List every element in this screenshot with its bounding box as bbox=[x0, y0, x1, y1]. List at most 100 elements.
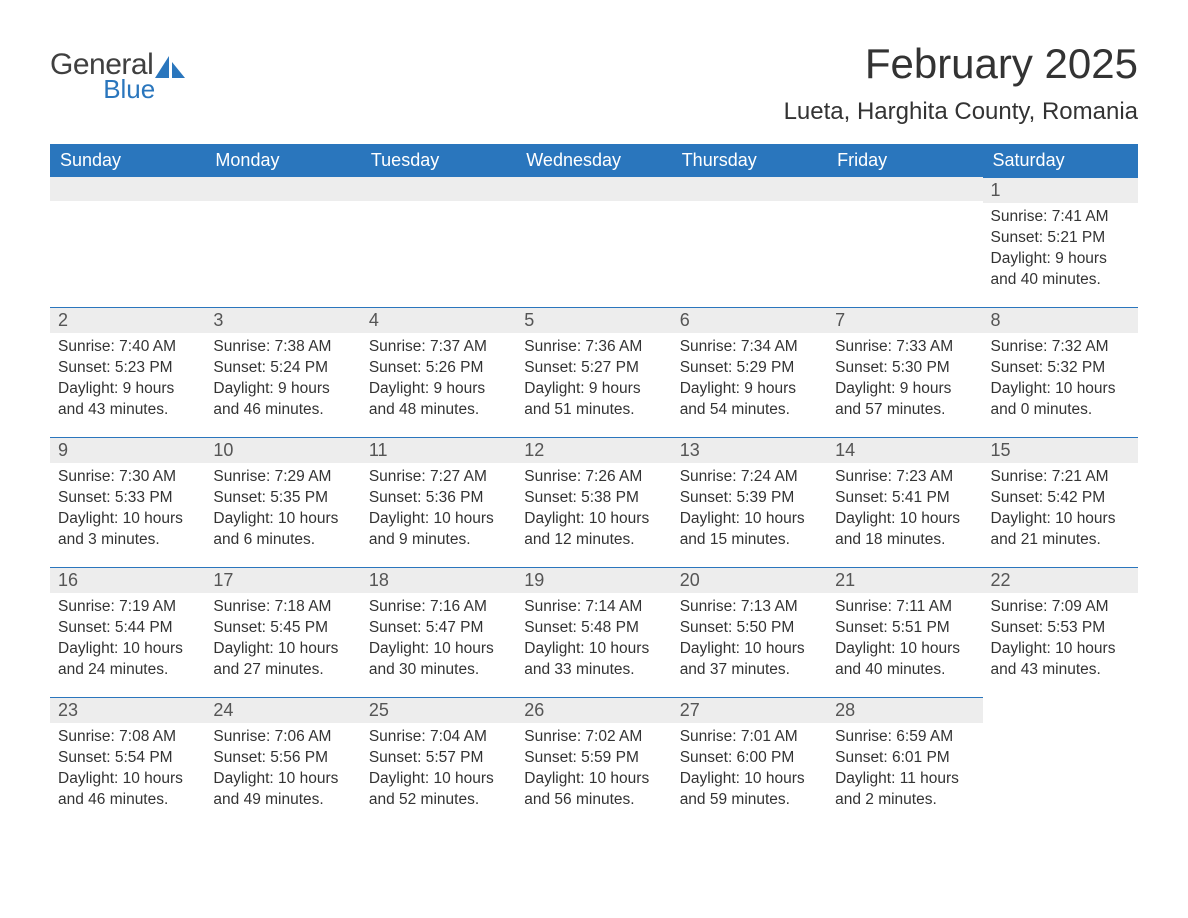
day-sunset: Sunset: 5:53 PM bbox=[991, 618, 1130, 638]
day-content: Sunrise: 7:23 AMSunset: 5:41 PMDaylight:… bbox=[827, 463, 982, 558]
calendar-day-cell: 1Sunrise: 7:41 AMSunset: 5:21 PMDaylight… bbox=[983, 177, 1138, 307]
day-daylight1: Daylight: 10 hours bbox=[991, 379, 1130, 399]
day-sunset: Sunset: 5:30 PM bbox=[835, 358, 974, 378]
calendar-day-cell: 21Sunrise: 7:11 AMSunset: 5:51 PMDayligh… bbox=[827, 567, 982, 697]
calendar-week-row: 23Sunrise: 7:08 AMSunset: 5:54 PMDayligh… bbox=[50, 697, 1138, 827]
day-sunset: Sunset: 5:24 PM bbox=[213, 358, 352, 378]
day-sunset: Sunset: 5:41 PM bbox=[835, 488, 974, 508]
calendar-week-row: 16Sunrise: 7:19 AMSunset: 5:44 PMDayligh… bbox=[50, 567, 1138, 697]
day-content: Sunrise: 7:29 AMSunset: 5:35 PMDaylight:… bbox=[205, 463, 360, 558]
calendar-day-cell: 18Sunrise: 7:16 AMSunset: 5:47 PMDayligh… bbox=[361, 567, 516, 697]
day-daylight1: Daylight: 10 hours bbox=[213, 769, 352, 789]
calendar-head: SundayMondayTuesdayWednesdayThursdayFrid… bbox=[50, 144, 1138, 177]
day-daylight2: and 12 minutes. bbox=[524, 530, 663, 550]
empty-day-bar bbox=[205, 177, 360, 201]
day-daylight1: Daylight: 9 hours bbox=[58, 379, 197, 399]
day-sunrise: Sunrise: 7:27 AM bbox=[369, 467, 508, 487]
day-sunrise: Sunrise: 7:06 AM bbox=[213, 727, 352, 747]
day-daylight2: and 3 minutes. bbox=[58, 530, 197, 550]
day-sunset: Sunset: 5:45 PM bbox=[213, 618, 352, 638]
day-number: 5 bbox=[516, 307, 671, 333]
day-sunrise: Sunrise: 7:01 AM bbox=[680, 727, 819, 747]
day-number: 27 bbox=[672, 697, 827, 723]
day-daylight1: Daylight: 11 hours bbox=[835, 769, 974, 789]
day-daylight1: Daylight: 9 hours bbox=[835, 379, 974, 399]
calendar-empty-cell bbox=[516, 177, 671, 307]
logo-sail-icon bbox=[155, 56, 187, 80]
day-sunrise: Sunrise: 7:23 AM bbox=[835, 467, 974, 487]
day-daylight1: Daylight: 9 hours bbox=[213, 379, 352, 399]
day-number: 14 bbox=[827, 437, 982, 463]
calendar-day-cell: 6Sunrise: 7:34 AMSunset: 5:29 PMDaylight… bbox=[672, 307, 827, 437]
day-number: 8 bbox=[983, 307, 1138, 333]
day-daylight2: and 40 minutes. bbox=[835, 660, 974, 680]
day-daylight1: Daylight: 10 hours bbox=[213, 639, 352, 659]
day-sunrise: Sunrise: 7:40 AM bbox=[58, 337, 197, 357]
day-sunrise: Sunrise: 7:02 AM bbox=[524, 727, 663, 747]
calendar-week-row: 9Sunrise: 7:30 AMSunset: 5:33 PMDaylight… bbox=[50, 437, 1138, 567]
day-content: Sunrise: 7:14 AMSunset: 5:48 PMDaylight:… bbox=[516, 593, 671, 688]
day-header: Thursday bbox=[672, 144, 827, 177]
day-daylight1: Daylight: 10 hours bbox=[680, 639, 819, 659]
day-daylight1: Daylight: 9 hours bbox=[991, 249, 1130, 269]
calendar-day-cell: 8Sunrise: 7:32 AMSunset: 5:32 PMDaylight… bbox=[983, 307, 1138, 437]
calendar-day-cell: 15Sunrise: 7:21 AMSunset: 5:42 PMDayligh… bbox=[983, 437, 1138, 567]
day-content: Sunrise: 7:08 AMSunset: 5:54 PMDaylight:… bbox=[50, 723, 205, 818]
day-number: 4 bbox=[361, 307, 516, 333]
day-sunrise: Sunrise: 7:11 AM bbox=[835, 597, 974, 617]
day-daylight1: Daylight: 9 hours bbox=[369, 379, 508, 399]
calendar-week-row: 1Sunrise: 7:41 AMSunset: 5:21 PMDaylight… bbox=[50, 177, 1138, 307]
day-daylight2: and 18 minutes. bbox=[835, 530, 974, 550]
day-content: Sunrise: 7:26 AMSunset: 5:38 PMDaylight:… bbox=[516, 463, 671, 558]
day-content: Sunrise: 7:33 AMSunset: 5:30 PMDaylight:… bbox=[827, 333, 982, 428]
day-content: Sunrise: 7:37 AMSunset: 5:26 PMDaylight:… bbox=[361, 333, 516, 428]
calendar-day-cell: 16Sunrise: 7:19 AMSunset: 5:44 PMDayligh… bbox=[50, 567, 205, 697]
title-block: February 2025 Lueta, Harghita County, Ro… bbox=[784, 40, 1138, 126]
day-daylight1: Daylight: 9 hours bbox=[524, 379, 663, 399]
day-header: Sunday bbox=[50, 144, 205, 177]
day-daylight1: Daylight: 10 hours bbox=[369, 509, 508, 529]
day-sunrise: Sunrise: 7:14 AM bbox=[524, 597, 663, 617]
day-sunset: Sunset: 5:23 PM bbox=[58, 358, 197, 378]
calendar-day-cell: 22Sunrise: 7:09 AMSunset: 5:53 PMDayligh… bbox=[983, 567, 1138, 697]
calendar-day-cell: 7Sunrise: 7:33 AMSunset: 5:30 PMDaylight… bbox=[827, 307, 982, 437]
day-daylight2: and 48 minutes. bbox=[369, 400, 508, 420]
day-daylight2: and 6 minutes. bbox=[213, 530, 352, 550]
calendar-empty-cell bbox=[50, 177, 205, 307]
day-sunrise: Sunrise: 7:08 AM bbox=[58, 727, 197, 747]
day-daylight1: Daylight: 10 hours bbox=[524, 769, 663, 789]
calendar-day-cell: 27Sunrise: 7:01 AMSunset: 6:00 PMDayligh… bbox=[672, 697, 827, 827]
calendar-day-cell: 11Sunrise: 7:27 AMSunset: 5:36 PMDayligh… bbox=[361, 437, 516, 567]
day-content: Sunrise: 7:16 AMSunset: 5:47 PMDaylight:… bbox=[361, 593, 516, 688]
day-number: 18 bbox=[361, 567, 516, 593]
day-sunrise: Sunrise: 7:37 AM bbox=[369, 337, 508, 357]
day-content: Sunrise: 7:32 AMSunset: 5:32 PMDaylight:… bbox=[983, 333, 1138, 428]
day-daylight2: and 15 minutes. bbox=[680, 530, 819, 550]
calendar-empty-cell bbox=[672, 177, 827, 307]
day-sunset: Sunset: 5:48 PM bbox=[524, 618, 663, 638]
day-daylight2: and 56 minutes. bbox=[524, 790, 663, 810]
day-number: 12 bbox=[516, 437, 671, 463]
day-daylight2: and 37 minutes. bbox=[680, 660, 819, 680]
calendar-day-cell: 13Sunrise: 7:24 AMSunset: 5:39 PMDayligh… bbox=[672, 437, 827, 567]
empty-day-bar bbox=[672, 177, 827, 201]
day-sunset: Sunset: 5:44 PM bbox=[58, 618, 197, 638]
day-sunrise: Sunrise: 7:32 AM bbox=[991, 337, 1130, 357]
day-sunrise: Sunrise: 7:16 AM bbox=[369, 597, 508, 617]
calendar-day-cell: 28Sunrise: 6:59 AMSunset: 6:01 PMDayligh… bbox=[827, 697, 982, 827]
day-daylight2: and 21 minutes. bbox=[991, 530, 1130, 550]
calendar-empty-cell bbox=[983, 697, 1138, 827]
day-sunset: Sunset: 5:42 PM bbox=[991, 488, 1130, 508]
day-daylight1: Daylight: 10 hours bbox=[991, 509, 1130, 529]
day-sunset: Sunset: 5:39 PM bbox=[680, 488, 819, 508]
day-number: 2 bbox=[50, 307, 205, 333]
day-number: 16 bbox=[50, 567, 205, 593]
day-sunset: Sunset: 5:50 PM bbox=[680, 618, 819, 638]
day-sunset: Sunset: 5:51 PM bbox=[835, 618, 974, 638]
day-sunrise: Sunrise: 6:59 AM bbox=[835, 727, 974, 747]
day-daylight2: and 43 minutes. bbox=[58, 400, 197, 420]
day-daylight2: and 59 minutes. bbox=[680, 790, 819, 810]
day-sunrise: Sunrise: 7:13 AM bbox=[680, 597, 819, 617]
day-content: Sunrise: 7:21 AMSunset: 5:42 PMDaylight:… bbox=[983, 463, 1138, 558]
day-content: Sunrise: 7:01 AMSunset: 6:00 PMDaylight:… bbox=[672, 723, 827, 818]
